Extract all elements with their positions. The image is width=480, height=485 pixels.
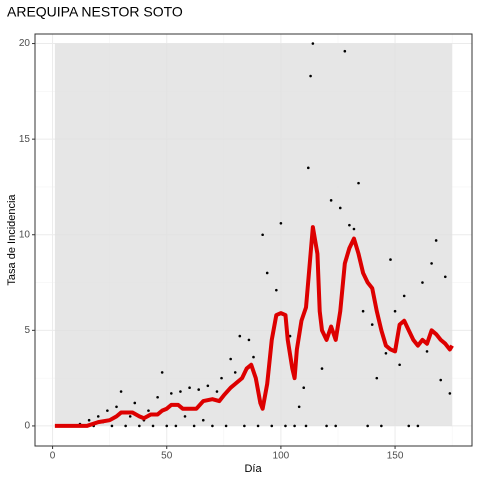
- point: [197, 388, 201, 391]
- point: [256, 424, 260, 428]
- x-axis-label: Día: [244, 463, 262, 475]
- point: [119, 390, 123, 393]
- point: [138, 424, 141, 428]
- point: [402, 294, 406, 298]
- point: [156, 395, 159, 399]
- point: [309, 74, 312, 78]
- point: [443, 275, 447, 279]
- point: [147, 409, 150, 412]
- point: [165, 424, 169, 428]
- point: [261, 233, 264, 237]
- point: [96, 415, 100, 418]
- y-tick-label: 20: [19, 38, 31, 49]
- point: [361, 309, 365, 313]
- point: [320, 367, 324, 370]
- point: [224, 424, 228, 428]
- point: [366, 424, 369, 428]
- smooth-line: [54, 225, 454, 428]
- point: [302, 386, 306, 389]
- point: [448, 392, 452, 395]
- point: [439, 378, 443, 382]
- point: [425, 350, 429, 353]
- point: [311, 42, 315, 45]
- point: [188, 386, 191, 389]
- point: [325, 424, 328, 428]
- y-tick-label: 15: [19, 134, 31, 145]
- y-tick-label: 10: [19, 229, 31, 240]
- point: [151, 424, 155, 428]
- point: [265, 271, 269, 275]
- point: [160, 371, 164, 374]
- x-tick-label: 100: [273, 451, 290, 462]
- point: [375, 376, 379, 380]
- point: [430, 262, 433, 265]
- point: [206, 384, 210, 388]
- chart-title: AREQUIPA NESTOR SOTO: [7, 4, 183, 20]
- point: [416, 424, 420, 428]
- point: [407, 424, 411, 428]
- y-tick-label: 5: [24, 325, 30, 336]
- point: [297, 405, 301, 409]
- point: [87, 418, 91, 422]
- point: [357, 181, 360, 185]
- point: [183, 415, 187, 418]
- point: [201, 418, 205, 422]
- point: [170, 392, 173, 395]
- point: [306, 166, 310, 170]
- point: [233, 371, 237, 374]
- panel-border: [34, 33, 473, 447]
- point: [279, 221, 283, 225]
- point: [243, 424, 246, 428]
- point: [192, 424, 196, 428]
- point: [215, 390, 219, 393]
- point: [304, 424, 308, 428]
- point: [343, 49, 347, 53]
- point: [115, 405, 118, 409]
- point: [179, 390, 182, 393]
- point: [275, 288, 278, 292]
- point: [106, 409, 109, 412]
- point: [389, 258, 392, 261]
- point: [384, 351, 388, 355]
- point: [220, 376, 223, 380]
- point: [247, 338, 251, 342]
- point: [293, 424, 296, 428]
- point: [380, 424, 383, 428]
- point: [270, 424, 274, 428]
- point: [348, 223, 351, 227]
- point: [174, 424, 178, 428]
- point: [398, 363, 401, 367]
- x-tick-label: 50: [161, 451, 173, 462]
- point: [284, 424, 287, 428]
- point: [421, 281, 424, 284]
- point: [252, 355, 255, 359]
- shaded-band: [54, 43, 453, 426]
- y-tick-label: 0: [24, 421, 30, 432]
- point: [370, 323, 374, 326]
- x-tick-label: 150: [387, 451, 404, 462]
- point: [229, 357, 232, 361]
- point: [334, 424, 337, 428]
- point: [211, 424, 214, 428]
- point: [338, 206, 342, 210]
- point: [110, 424, 114, 428]
- point: [133, 401, 137, 405]
- point: [434, 239, 438, 242]
- point: [393, 309, 397, 313]
- point: [238, 334, 242, 338]
- y-axis-label: Tasa de Incidencia: [6, 194, 18, 286]
- point: [124, 424, 127, 428]
- point: [128, 415, 132, 418]
- x-tick-label: 0: [50, 451, 56, 462]
- point: [352, 227, 356, 231]
- point: [329, 199, 333, 202]
